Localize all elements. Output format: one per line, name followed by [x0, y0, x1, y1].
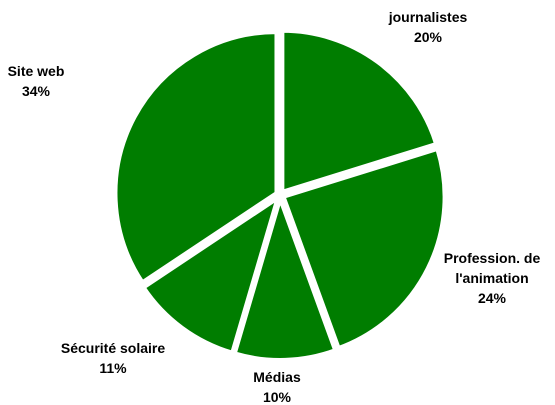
slice-label: Site web 34%: [8, 63, 65, 99]
slice-label: Profession. de l'animation 24%: [444, 250, 541, 306]
slice-name-label: Médias: [253, 369, 301, 385]
slice-label: Sécurité solaire 11%: [61, 340, 165, 376]
slice-value-label: 11%: [99, 360, 127, 376]
pie-slices: [113, 28, 447, 362]
slice-label: Médias 10%: [253, 369, 301, 405]
pie-slice: [141, 196, 280, 355]
slice-name-label: Sécurité solaire: [61, 340, 165, 356]
slice-value-label: 10%: [263, 389, 292, 405]
pie-slice: [113, 30, 279, 285]
slice-value-label: 34%: [22, 83, 51, 99]
slice-name-label: Profession. de: [444, 250, 541, 266]
slice-value-label: 20%: [414, 29, 443, 45]
pie-labels: journalistes 20% Profession. de l'animation…: [8, 9, 541, 405]
pie-slice: [280, 28, 439, 194]
slice-name-label: Site web: [8, 63, 65, 79]
slice-value-label: 24%: [478, 290, 507, 306]
pie-slice: [232, 196, 338, 362]
pie-slice: [281, 146, 447, 351]
slice-label: journalistes 20%: [388, 9, 468, 45]
slice-name-label: journalistes: [388, 9, 468, 25]
slice-name-label: l'animation: [455, 270, 528, 286]
